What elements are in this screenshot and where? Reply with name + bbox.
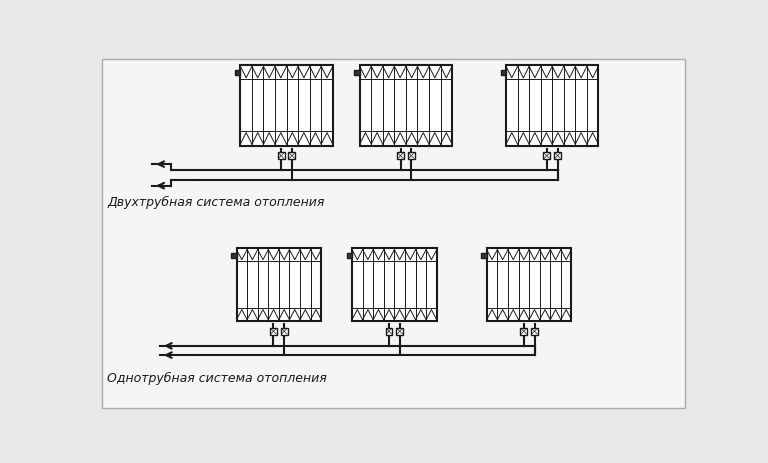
Bar xyxy=(554,152,561,159)
Bar xyxy=(289,152,296,159)
Bar xyxy=(482,253,487,258)
Bar xyxy=(487,248,571,321)
Bar xyxy=(352,248,437,321)
Bar xyxy=(506,65,598,146)
Bar xyxy=(237,248,321,321)
Bar xyxy=(520,328,527,335)
Bar xyxy=(235,70,240,75)
Text: Двухтрубная система отопления: Двухтрубная система отопления xyxy=(108,196,325,209)
Bar xyxy=(544,152,551,159)
Bar xyxy=(386,328,392,335)
Bar xyxy=(396,328,403,335)
Bar xyxy=(278,152,285,159)
Bar xyxy=(270,328,277,335)
Bar xyxy=(397,152,404,159)
Bar xyxy=(346,253,352,258)
Bar xyxy=(359,65,452,146)
Bar xyxy=(240,65,333,146)
Bar xyxy=(281,328,288,335)
Bar xyxy=(408,152,415,159)
Bar xyxy=(501,70,506,75)
Bar xyxy=(354,70,359,75)
Text: Однотрубная система отопления: Однотрубная система отопления xyxy=(108,372,327,385)
Bar xyxy=(231,253,237,258)
Bar xyxy=(531,328,538,335)
